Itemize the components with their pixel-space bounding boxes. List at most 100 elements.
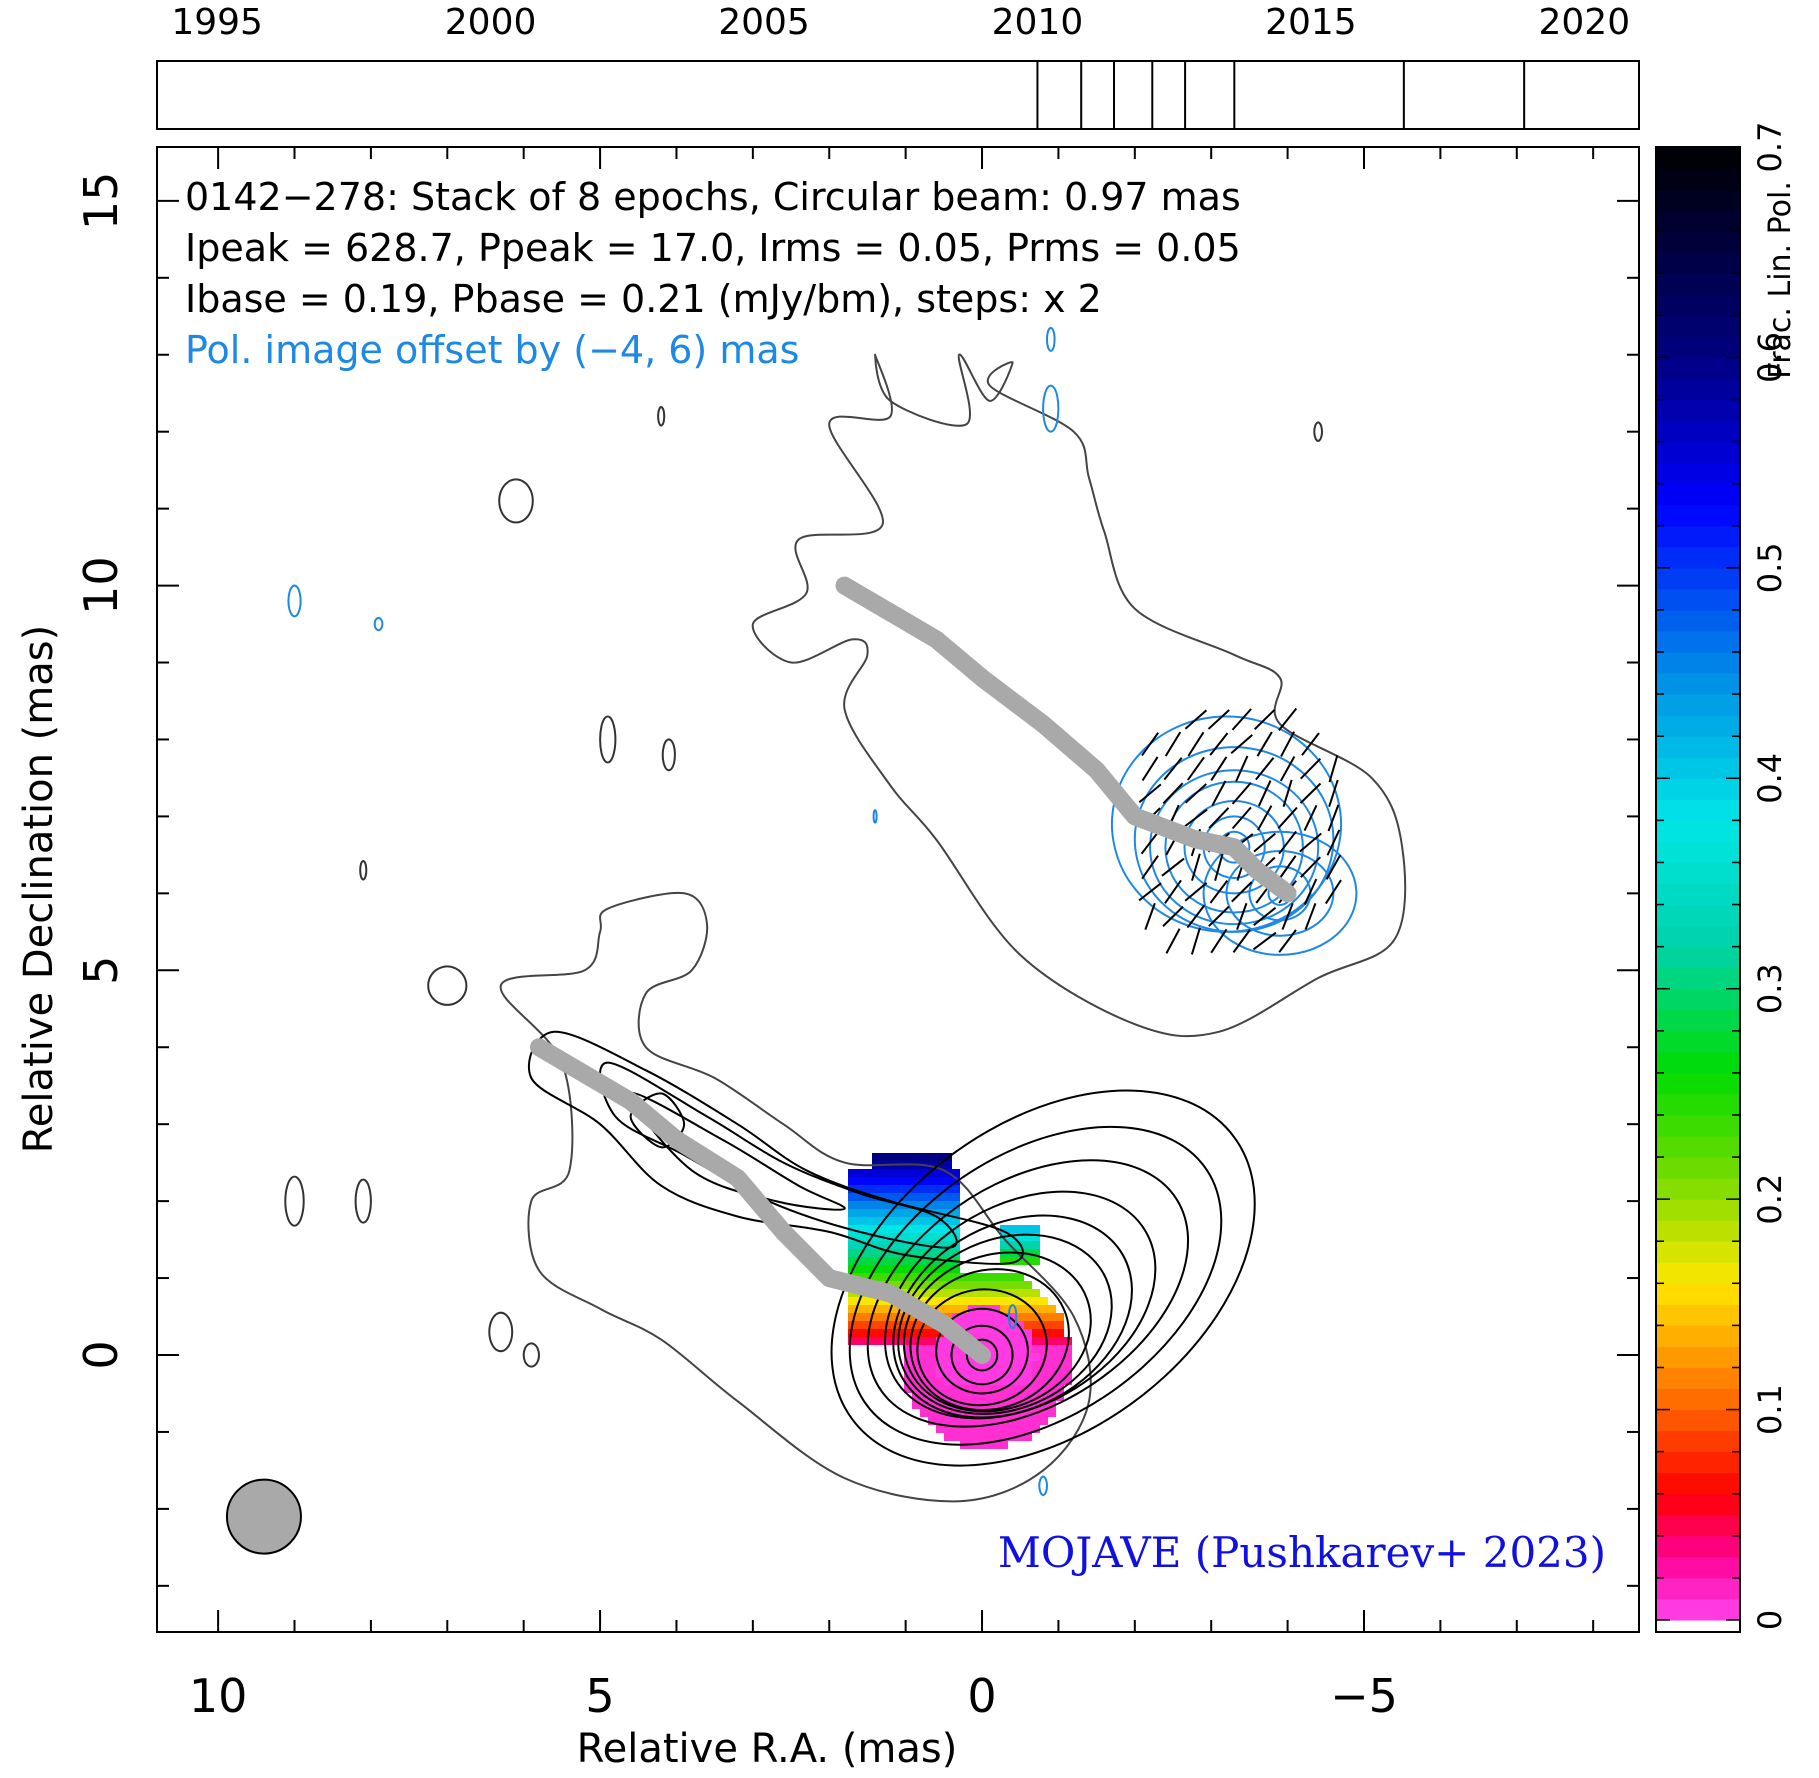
fpol-pixel xyxy=(904,1329,912,1337)
fpol-pixel xyxy=(920,1369,928,1377)
contour-level xyxy=(751,353,1407,1038)
colorbar-ticks: 0 0.1 0.2 0.3 0.4 0.5 0.6 0.7 xyxy=(1656,122,1789,1630)
pol-contour-blob xyxy=(373,616,384,632)
evpa-stick xyxy=(1141,732,1160,757)
fpol-pixel xyxy=(872,1153,880,1161)
fpol-pixel xyxy=(888,1209,896,1217)
fpol-pixel xyxy=(1040,1345,1048,1353)
evpa-stick xyxy=(1299,782,1322,804)
fpol-pixel xyxy=(872,1241,880,1249)
fpol-pixel xyxy=(1024,1385,1032,1393)
fpol-pixel xyxy=(1024,1409,1032,1417)
evpa-stick xyxy=(1231,708,1252,731)
fpol-pixel xyxy=(1000,1313,1008,1321)
evpa-stick xyxy=(1140,830,1160,855)
fpol-pixel xyxy=(848,1305,856,1313)
fpol-pixel xyxy=(912,1273,920,1281)
contour-blob xyxy=(354,1178,372,1224)
fpol-pixel xyxy=(912,1177,920,1185)
fpol-pixel xyxy=(1016,1369,1024,1377)
fpol-pixel xyxy=(880,1201,888,1209)
fpol-pixel xyxy=(1000,1321,1008,1329)
fpol-pixel xyxy=(928,1241,936,1249)
fpol-pixel xyxy=(1016,1425,1024,1433)
fpol-pixel xyxy=(960,1353,968,1361)
fpol-pixel xyxy=(1032,1313,1040,1321)
fpol-pixel xyxy=(928,1225,936,1233)
evpa-stick xyxy=(1165,928,1181,954)
contour-blob xyxy=(284,1175,305,1227)
fpol-pixel xyxy=(920,1281,928,1289)
contour-blob xyxy=(661,738,676,772)
fpol-pixel xyxy=(912,1201,920,1209)
colorbar-step xyxy=(1657,252,1739,274)
fpol-pixel xyxy=(1000,1257,1008,1265)
fpol-pixel xyxy=(936,1201,944,1209)
fpol-pixel xyxy=(992,1361,1000,1369)
fpol-pixel xyxy=(1016,1281,1024,1289)
evpa-stick xyxy=(1209,880,1229,904)
fpol-pixel xyxy=(968,1417,976,1425)
fpol-pixel xyxy=(984,1361,992,1369)
fpol-pixel xyxy=(960,1417,968,1425)
fpol-pixel xyxy=(984,1385,992,1393)
fpol-pixel xyxy=(872,1305,880,1313)
fpol-pixel xyxy=(968,1433,976,1441)
colorbar-step xyxy=(1657,1009,1739,1032)
colorbar-step xyxy=(1657,336,1739,358)
fpol-pixel xyxy=(1032,1417,1040,1425)
fpol-pixel xyxy=(968,1425,976,1433)
fpol-pixel xyxy=(984,1313,992,1321)
fpol-pixel xyxy=(928,1169,936,1177)
colorbar-step xyxy=(1657,1199,1739,1221)
pol-jet-ridge-line xyxy=(835,576,1297,903)
fpol-pixel xyxy=(968,1321,976,1329)
contour-level xyxy=(916,1288,1048,1407)
fpol-pixel xyxy=(1064,1361,1072,1369)
fpol-pixel xyxy=(952,1433,960,1441)
fpol-pixel xyxy=(952,1393,960,1401)
colorbar-step xyxy=(1657,315,1739,337)
fpol-pixel xyxy=(1016,1353,1024,1361)
fpol-pixel xyxy=(1008,1329,1016,1337)
fpol-pixel xyxy=(880,1321,888,1329)
fpol-pixel xyxy=(888,1233,896,1241)
fpol-pixel xyxy=(1040,1353,1048,1361)
fpol-pixel xyxy=(968,1281,976,1289)
colorbar-step xyxy=(1657,1072,1739,1095)
fpol-pixel xyxy=(1008,1425,1016,1433)
fpol-pixel xyxy=(944,1233,952,1241)
fpol-pixel xyxy=(928,1177,936,1185)
fpol-pixel xyxy=(976,1297,984,1305)
fpol-pixel xyxy=(960,1297,968,1305)
fpol-pixel xyxy=(984,1289,992,1297)
evpa-stick xyxy=(1138,783,1162,804)
pol-contour-blob xyxy=(872,809,878,824)
fpol-pixel xyxy=(1016,1393,1024,1401)
x-axis-label: Relative R.A. (mas) xyxy=(577,1726,958,1772)
fpol-pixel xyxy=(904,1273,912,1281)
fpol-pixel xyxy=(872,1265,880,1273)
fpol-pixel xyxy=(912,1345,920,1353)
colorbar-step xyxy=(1657,757,1739,779)
fpol-pixel xyxy=(888,1321,896,1329)
fpol-pixel xyxy=(1056,1369,1064,1377)
fpol-pixel xyxy=(936,1305,944,1313)
fpol-pixel xyxy=(856,1241,864,1249)
fpol-pixel xyxy=(1016,1417,1024,1425)
fpol-pixel xyxy=(848,1233,856,1241)
contour-level xyxy=(866,1159,1190,1428)
fpol-pixel xyxy=(1016,1257,1024,1265)
fpol-pixel xyxy=(936,1337,944,1345)
contour-level xyxy=(527,1030,1024,1265)
evpa-stick xyxy=(1144,902,1156,930)
fpol-pixel xyxy=(912,1289,920,1297)
fpol-pixel xyxy=(872,1185,880,1193)
evpa-stick xyxy=(1256,731,1273,757)
fpol-pixel xyxy=(968,1313,976,1321)
fpol-pixel xyxy=(848,1329,856,1337)
y-tick-label: 5 xyxy=(74,956,128,985)
fpol-pixel xyxy=(896,1185,904,1193)
fpol-pixel xyxy=(912,1185,920,1193)
fpol-pixel xyxy=(992,1329,1000,1337)
